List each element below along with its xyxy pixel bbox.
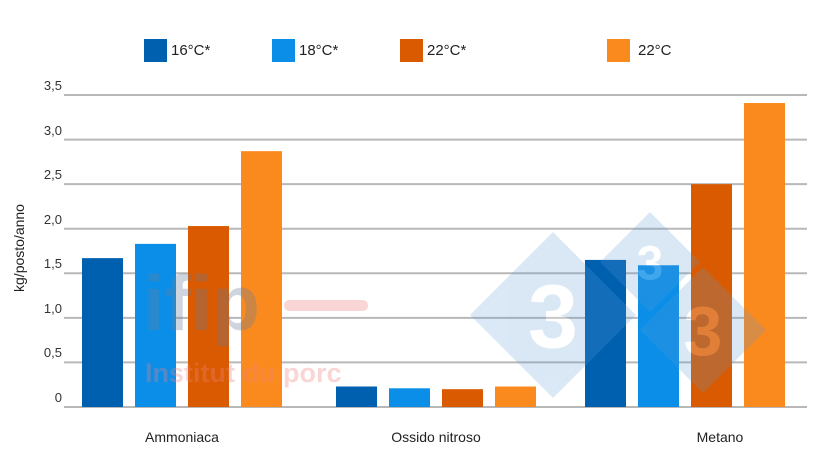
legend-label: 22°C [638,42,672,59]
legend-item-22c-star: 22°C* [400,39,466,62]
ifip-watermark: ifip Institut du porc [143,259,368,388]
bar [691,184,732,407]
legend-label: 16°C* [171,42,211,59]
svg-text:3: 3 [637,237,664,290]
bar [744,103,785,407]
three-three-three-watermark: 333 [470,212,766,398]
y-tick-label: 2,0 [43,211,62,227]
y-tick-label: 1,5 [43,256,62,272]
svg-text:3: 3 [528,267,578,367]
legend-label: 22°C* [427,42,467,59]
x-axis-label-metano: Metano [696,429,744,445]
bar [585,259,626,407]
bar [336,386,377,407]
bar [389,388,430,407]
legend-item-16c-star: 16°C* [144,39,210,62]
y-tick-label: 3,0 [43,122,62,138]
legend-swatch [400,39,423,62]
x-axis-label-ossido-nitroso: Ossido nitroso [391,429,481,445]
bar [188,226,229,407]
svg-text:3: 3 [684,292,723,370]
y-tick-label: 0 [54,390,62,405]
bar [638,265,679,407]
legend-item-18c-star: 18°C* [272,39,338,62]
y-tick-label: 0,5 [43,345,62,361]
legend-item-22c: 22°C [607,39,672,62]
legend-swatch [607,39,630,62]
y-tick-label: 3,5 [43,78,62,93]
legend-swatch [144,39,167,62]
svg-text:ifip: ifip [143,259,260,347]
y-tick-label: 1,0 [43,300,62,316]
bar [495,386,536,407]
bar [82,258,123,407]
bar [135,243,176,407]
legend-swatch [272,39,295,62]
bar [241,151,282,407]
legend-label: 18°C* [299,42,339,59]
svg-text:Institut du porc: Institut du porc [145,358,341,388]
bar [442,389,483,407]
x-axis-label-ammoniaca: Ammoniaca [145,429,219,445]
y-tick-label: 2,5 [43,167,62,183]
